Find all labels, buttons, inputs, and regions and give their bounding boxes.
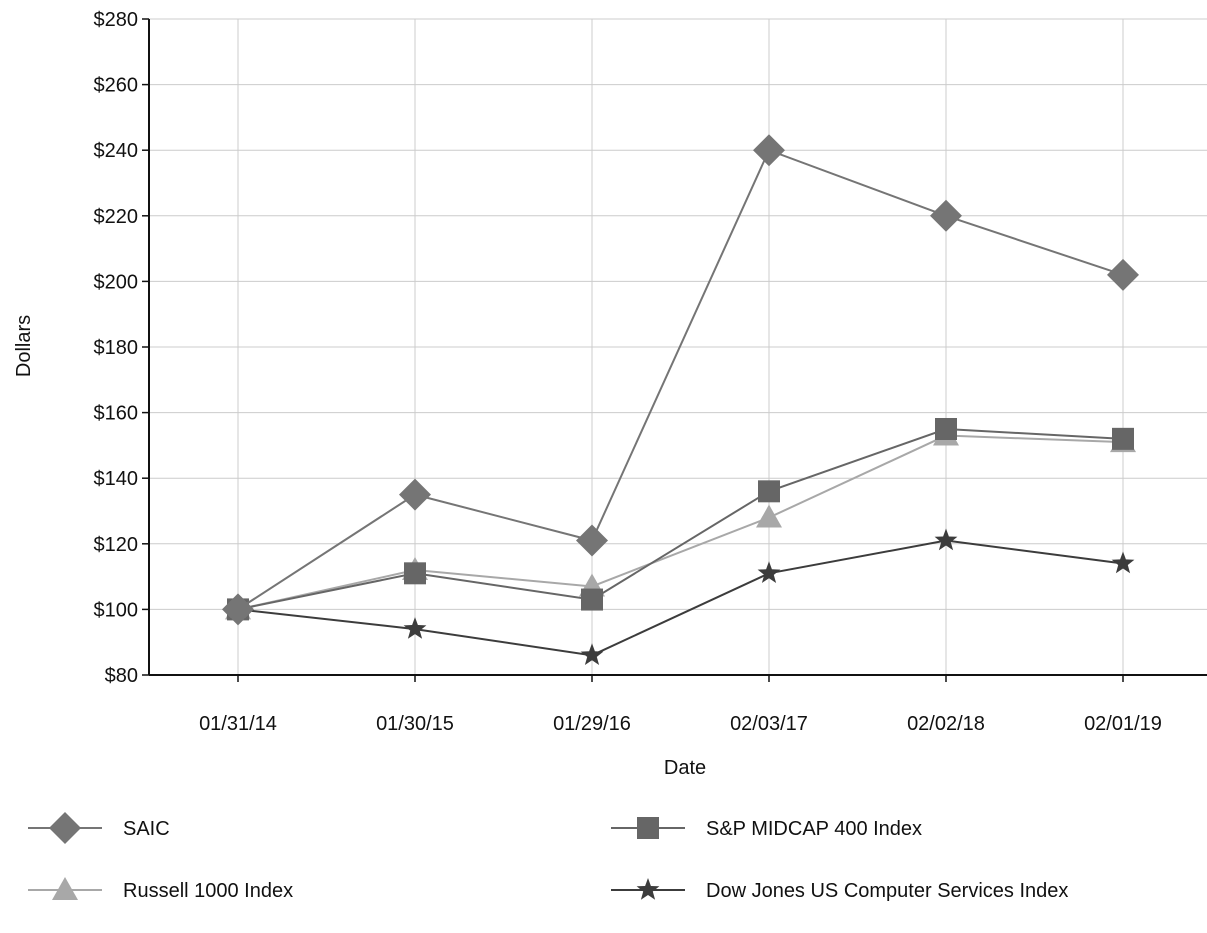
legend-item-diamond: SAIC [28,812,170,844]
legend-marker-diamond [49,812,81,844]
data-point-star [1111,551,1135,574]
series [222,134,1139,665]
y-tick-label: $280 [94,9,139,31]
data-point-star [757,561,781,583]
legend-item-square: S&P MIDCAP 400 Index [611,817,922,840]
data-point-diamond [1107,258,1139,291]
y-axis-label: Dollars [13,315,35,377]
data-point-square [404,562,426,585]
data-point-diamond [222,593,254,626]
series-triangle [225,422,1136,620]
legend-marker-triangle [52,877,78,900]
series-line-square [237,427,1124,611]
y-tick-label: $80 [105,665,138,687]
legend-label: Dow Jones US Computer Services Index [706,880,1068,902]
y-tick-label: $160 [94,403,139,425]
data-point-square [935,418,957,440]
legend-marker-star [636,878,660,900]
data-point-square [758,480,780,503]
x-tick-label: 01/29/16 [553,713,631,735]
legend-label: S&P MIDCAP 400 Index [706,818,922,840]
data-point-diamond [576,524,608,557]
y-tick-label: $180 [94,337,139,359]
data-point-triangle [756,504,782,528]
y-tick-label: $100 [94,599,139,621]
data-point-star [580,643,604,665]
data-point-diamond [399,478,431,511]
data-point-square [581,588,603,611]
x-axis-ticks: 01/31/14 01/30/15 01/29/16 02/03/17 02/02/18… [199,675,1162,735]
legend-item-star: Dow Jones US Computer Services Index [611,878,1068,902]
y-axis-ticks: $80 $100 $120 $140 $160 $180 $200 $220 $240 $260 $… [94,9,149,687]
y-tick-label: $240 [94,140,139,162]
series-diamond [222,134,1139,626]
series-line-triangle [237,434,1124,611]
y-tick-label: $260 [94,75,139,97]
data-point-star [934,528,958,551]
y-tick-label: $120 [94,534,139,556]
x-tick-label: 01/31/14 [199,713,277,735]
legend: SAIC S&P MIDCAP 400 Index Russell 1000 Ind… [28,812,1068,902]
series-square [227,418,1134,621]
data-point-square [1112,427,1134,450]
data-point-diamond [753,134,785,167]
legend-label: SAIC [123,818,170,840]
y-tick-label: $200 [94,271,139,293]
series-line-diamond [237,148,1124,611]
series-star [226,528,1135,665]
x-tick-label: 02/02/18 [907,713,985,735]
series-line-star [237,539,1124,657]
legend-item-triangle: Russell 1000 Index [28,877,293,902]
x-axis-label: Date [664,757,706,779]
legend-label: Russell 1000 Index [123,880,293,902]
legend-marker-square [637,817,659,839]
x-tick-label: 02/03/17 [730,713,808,735]
y-tick-label: $220 [94,206,139,228]
x-tick-label: 01/30/15 [376,713,454,735]
x-tick-label: 02/01/19 [1084,713,1162,735]
grid [149,18,1207,676]
y-tick-label: $140 [94,468,139,490]
data-point-star [403,617,427,639]
data-point-diamond [930,199,962,232]
